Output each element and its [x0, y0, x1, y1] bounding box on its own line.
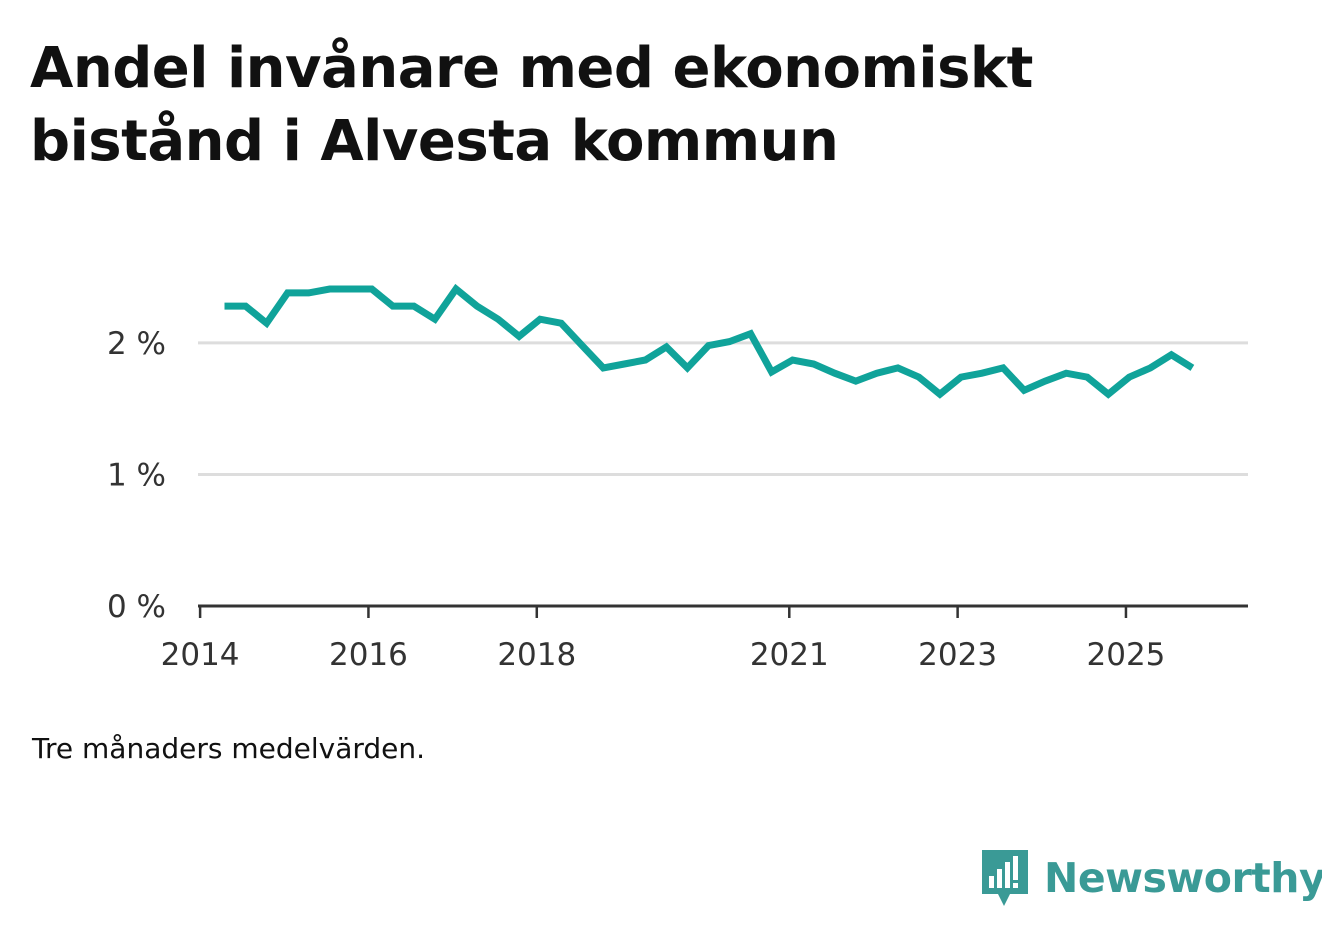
brand-name: Newsworthy [1044, 854, 1322, 902]
y-tick-label: 1 % [107, 457, 166, 493]
x-axis-ticks: 2014 2016 2018 2021 2023 2025 [161, 606, 1166, 673]
x-tick-label: 2025 [1087, 637, 1166, 673]
newsworthy-logo[interactable]: Newsworthy [980, 848, 1322, 908]
x-tick-label: 2021 [750, 637, 829, 673]
chart-title: Andel invånare med ekonomiskt bistånd i … [30, 36, 1033, 174]
x-tick-label: 2018 [497, 637, 576, 673]
series-layer [224, 283, 1195, 399]
y-axis-tick-labels: 0 % 1 % 2 % [107, 326, 166, 625]
chart-note: Tre månaders medelvärden. [32, 732, 426, 765]
x-tick-label: 2014 [161, 637, 240, 673]
gridlines [198, 341, 1248, 476]
y-tick-label: 2 % [107, 326, 166, 362]
series-line [224, 283, 1195, 399]
newsworthy-bars-icon [982, 850, 1028, 906]
x-tick-label: 2016 [329, 637, 408, 673]
y-tick-label: 0 % [107, 589, 166, 625]
x-tick-label: 2023 [918, 637, 997, 673]
